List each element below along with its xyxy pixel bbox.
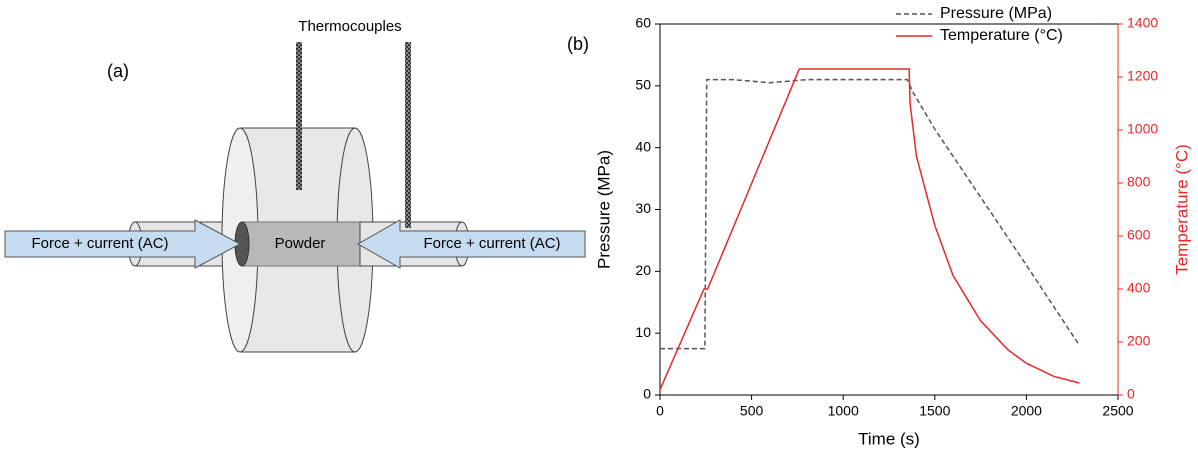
panel-label: (a) bbox=[107, 61, 129, 81]
label: Powder bbox=[275, 235, 326, 252]
label: Force + current (AC) bbox=[423, 235, 560, 252]
arrow-right bbox=[4, 219, 242, 269]
y2-axis-label: Temperature (°C) bbox=[1172, 144, 1191, 275]
label: Thermocouples bbox=[298, 18, 401, 35]
y2-tick-label: 1400 bbox=[1127, 15, 1158, 31]
y2-tick-label: 600 bbox=[1127, 227, 1151, 243]
label: Force + current (AC) bbox=[31, 235, 168, 252]
y-tick-label: 20 bbox=[635, 262, 651, 278]
thermocouple bbox=[296, 42, 302, 190]
x-tick-label: 500 bbox=[740, 403, 764, 419]
y-tick-label: 0 bbox=[643, 386, 651, 402]
legend-label: Pressure (MPa) bbox=[940, 5, 1052, 22]
x-tick-label: 2500 bbox=[1102, 403, 1133, 419]
y-tick-label: 10 bbox=[635, 324, 651, 340]
x-axis-label: Time (s) bbox=[858, 429, 920, 448]
x-tick-label: 2000 bbox=[1011, 403, 1042, 419]
series-line bbox=[660, 78, 1081, 350]
arrow-left bbox=[356, 219, 586, 269]
y-tick-label: 50 bbox=[635, 77, 651, 93]
y-tick-label: 60 bbox=[635, 15, 651, 31]
y2-tick-label: 200 bbox=[1127, 333, 1151, 349]
x-tick-label: 1000 bbox=[828, 403, 859, 419]
panel-label: (b) bbox=[567, 34, 589, 54]
x-tick-label: 1500 bbox=[919, 403, 950, 419]
y-axis-label: Pressure (MPa) bbox=[594, 150, 613, 269]
y2-tick-label: 0 bbox=[1127, 386, 1135, 402]
y-tick-label: 30 bbox=[635, 200, 651, 216]
y2-tick-label: 1200 bbox=[1127, 68, 1158, 84]
y2-tick-label: 800 bbox=[1127, 174, 1151, 190]
y-tick-label: 40 bbox=[635, 138, 651, 154]
series-line bbox=[659, 68, 1080, 391]
powder-region bbox=[241, 221, 361, 267]
y2-tick-label: 1000 bbox=[1127, 121, 1158, 137]
thermocouple bbox=[405, 42, 411, 228]
x-tick-label: 0 bbox=[656, 403, 664, 419]
y2-tick-label: 400 bbox=[1127, 280, 1151, 296]
legend-label: Temperature (°C) bbox=[940, 27, 1063, 44]
diagram: Thermocouples (a) Powder Force + current… bbox=[4, 18, 586, 353]
